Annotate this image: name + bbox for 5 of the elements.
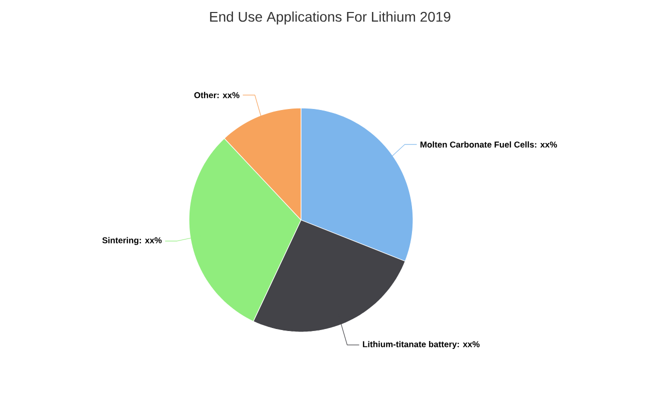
slice-label: Sintering: xx% [102,237,162,245]
slice-label: Lithium-titanate battery: xx% [362,340,480,349]
chart-title: End Use Applications For Lithium 2019 [210,11,450,25]
slice-label: Molten Carbonate Fuel Cells: xx% [420,141,558,148]
slice-label: Other: xx% [194,92,240,98]
